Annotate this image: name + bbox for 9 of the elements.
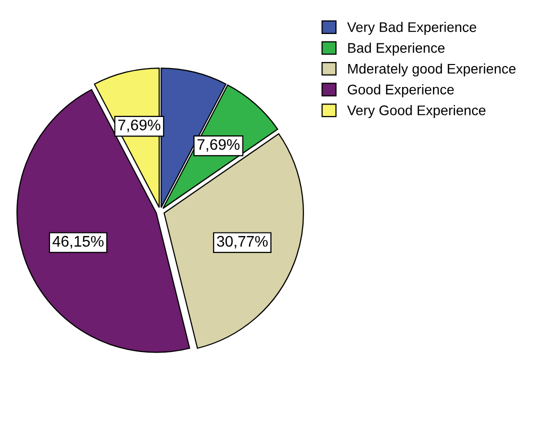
legend-label: Bad Experience	[348, 42, 445, 56]
data-label: 7,69%	[198, 139, 240, 152]
data-label: 7,69%	[118, 120, 160, 132]
legend-label: Very Good Experience	[347, 105, 486, 118]
data-label: 30,77%	[216, 236, 268, 249]
legend-label: Very Bad Experience	[347, 22, 476, 35]
data-label: 46,15%	[52, 236, 104, 249]
legend-label: Mderately good Experience	[348, 63, 516, 76]
legend-label: Good Experience	[348, 84, 454, 98]
